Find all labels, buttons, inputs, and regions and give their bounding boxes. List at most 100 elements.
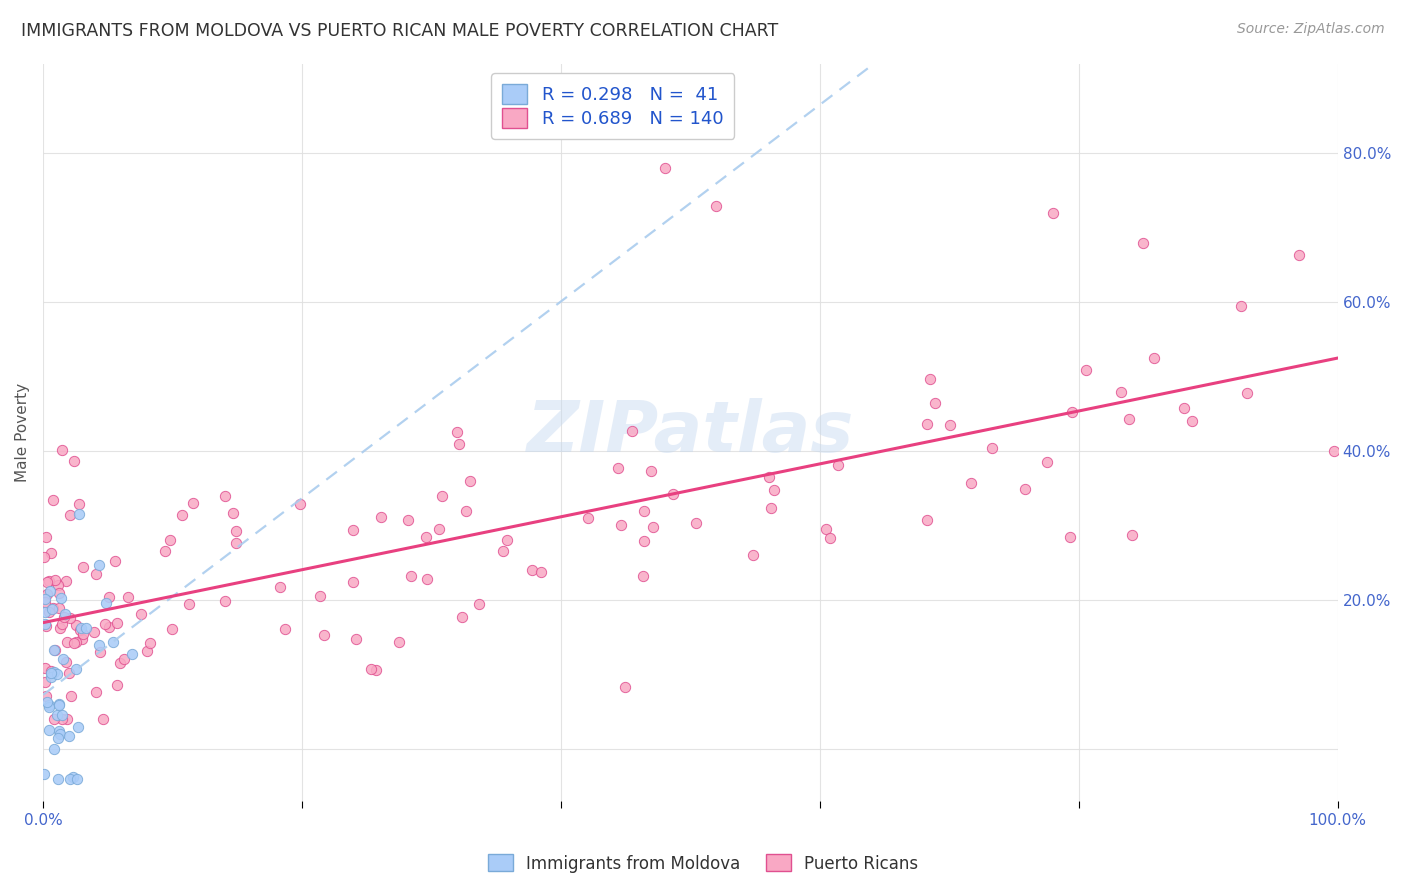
Point [34,618,56,632]
Point [39,664,62,678]
Point [104,554,127,568]
Point [1111,385,1133,400]
Point [35,689,58,703]
Point [67,720,90,734]
Point [44,574,66,588]
Point [520,563,543,577]
Text: Source: ZipAtlas.com: Source: ZipAtlas.com [1237,22,1385,37]
Point [105,678,128,692]
Point [704,198,727,212]
Point [94,596,117,610]
Point [108,656,131,670]
Point [758,469,780,483]
Point [34,605,56,619]
Point [67,497,90,511]
Point [288,497,311,511]
Point [685,516,707,531]
Point [38,698,60,712]
Point [34,550,56,565]
Point [495,533,517,547]
Point [87,558,110,572]
Point [1042,206,1064,220]
Point [741,548,763,562]
Point [129,607,152,622]
Point [314,628,336,642]
Point [138,636,160,650]
Point [576,510,599,524]
Point [451,609,474,624]
Point [269,580,291,594]
Point [458,474,481,488]
Point [52,651,75,665]
Point [48,698,70,712]
Point [53,607,76,621]
Point [66,772,89,786]
Point [34,766,56,780]
Point [121,648,143,662]
Point [89,645,111,659]
Point [918,371,941,385]
Point [49,621,72,635]
Point [67,508,90,522]
Point [342,523,364,537]
Point [530,565,553,579]
Point [114,652,136,666]
Point [222,506,245,520]
Point [492,544,515,558]
Point [38,723,60,738]
Point [72,632,94,646]
Point [633,504,655,518]
Point [654,161,676,176]
Point [344,632,367,646]
Point [70,621,93,635]
Point [1236,385,1258,400]
Point [939,417,962,432]
Point [44,665,66,680]
Point [48,697,70,711]
Point [387,635,409,649]
Point [1118,411,1140,425]
Point [56,712,79,726]
Point [117,591,139,605]
Point [214,593,236,607]
Point [153,544,176,558]
Point [631,569,654,583]
Point [65,662,87,676]
Point [1288,248,1310,262]
Point [55,574,77,588]
Point [39,670,62,684]
Point [1181,414,1204,428]
Point [467,597,489,611]
Point [35,695,58,709]
Point [607,461,630,475]
Point [183,495,205,509]
Point [662,487,685,501]
Point [1059,530,1081,544]
Point [1121,527,1143,541]
Point [815,522,838,536]
Point [177,597,200,611]
Point [360,661,382,675]
Point [51,442,73,457]
Point [308,589,330,603]
Point [214,489,236,503]
Point [449,437,471,451]
Point [62,770,84,784]
Point [274,622,297,636]
Point [915,513,938,527]
Point [39,546,62,560]
Point [633,533,655,548]
Point [42,492,65,507]
Point [51,617,73,632]
Point [172,508,194,522]
Point [34,591,56,606]
Point [75,620,97,634]
Point [48,724,70,739]
Text: IMMIGRANTS FROM MOLDOVA VS PUERTO RICAN MALE POVERTY CORRELATION CHART: IMMIGRANTS FROM MOLDOVA VS PUERTO RICAN … [21,22,779,40]
Point [159,533,181,548]
Point [83,624,105,639]
Point [37,587,59,601]
Point [1062,405,1084,419]
Point [1076,363,1098,377]
Legend: Immigrants from Moldova, Puerto Ricans: Immigrants from Moldova, Puerto Ricans [481,847,925,880]
